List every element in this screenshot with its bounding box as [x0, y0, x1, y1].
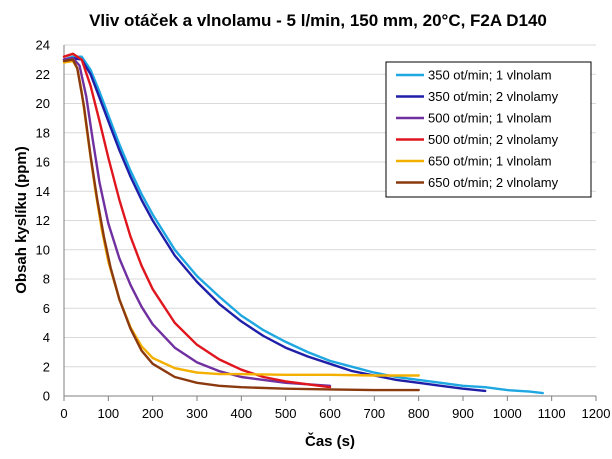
x-tick-label: 700	[363, 406, 385, 421]
y-tick-label: 14	[36, 184, 50, 199]
series-lines	[62, 52, 544, 395]
y-tick-label: 10	[36, 242, 50, 257]
y-tick-label: 2	[43, 359, 50, 374]
series-line-6	[62, 58, 420, 392]
legend-label-6: 650 ot/min; 2 vlnolamy	[428, 175, 559, 190]
x-tick-label: 1200	[582, 406, 611, 421]
series-line-3	[62, 57, 332, 387]
y-tick-label: 22	[36, 67, 50, 82]
x-tick-label: 200	[142, 406, 164, 421]
series-line-4	[62, 52, 332, 389]
legend-label-3: 500 ot/min; 1 vlnolam	[428, 111, 552, 126]
x-tick-label: 400	[230, 406, 252, 421]
y-tick-label: 0	[43, 389, 50, 404]
y-tick-label: 20	[36, 96, 50, 111]
series-line-5	[62, 59, 420, 377]
x-tick-label: 500	[275, 406, 297, 421]
x-tick-label: 1100	[538, 406, 566, 421]
y-tick-label: 6	[43, 301, 50, 316]
legend-box	[385, 61, 592, 198]
x-tick-label: 300	[186, 406, 208, 421]
legend-label-1: 350 ot/min; 1 vlnolam	[428, 68, 552, 83]
x-tick-label: 800	[408, 406, 430, 421]
x-tick-label: 100	[97, 406, 119, 421]
y-tick-label: 8	[43, 272, 50, 287]
x-tick-label: 0	[60, 406, 67, 421]
x-tick-label: 900	[452, 406, 474, 421]
y-tick-label: 18	[36, 125, 50, 140]
series-line-1	[62, 55, 544, 395]
y-tick-label: 16	[36, 155, 50, 170]
y-tick-label: 12	[36, 213, 50, 228]
legend-label-4: 500 ot/min; 2 vlnolamy	[428, 132, 559, 147]
legend-label-5: 650 ot/min; 1 vlnolam	[428, 154, 552, 169]
chart-title: Vliv otáček a vlnolamu - 5 l/min, 150 mm…	[89, 11, 547, 30]
series-line-2	[62, 57, 487, 393]
y-axis-label: Obsah kyslíku (ppm)	[13, 146, 30, 294]
y-tick-label: 4	[43, 330, 50, 345]
x-tick-label: 600	[319, 406, 341, 421]
y-tick-label: 24	[36, 38, 50, 53]
x-axis-label: Čas (s)	[305, 432, 355, 450]
x-tick-label: 1000	[493, 406, 522, 421]
legend-label-2: 350 ot/min; 2 vlnolamy	[428, 89, 559, 104]
legend: 350 ot/min; 1 vlnolam 350 ot/min; 2 vlnol…	[385, 61, 592, 198]
